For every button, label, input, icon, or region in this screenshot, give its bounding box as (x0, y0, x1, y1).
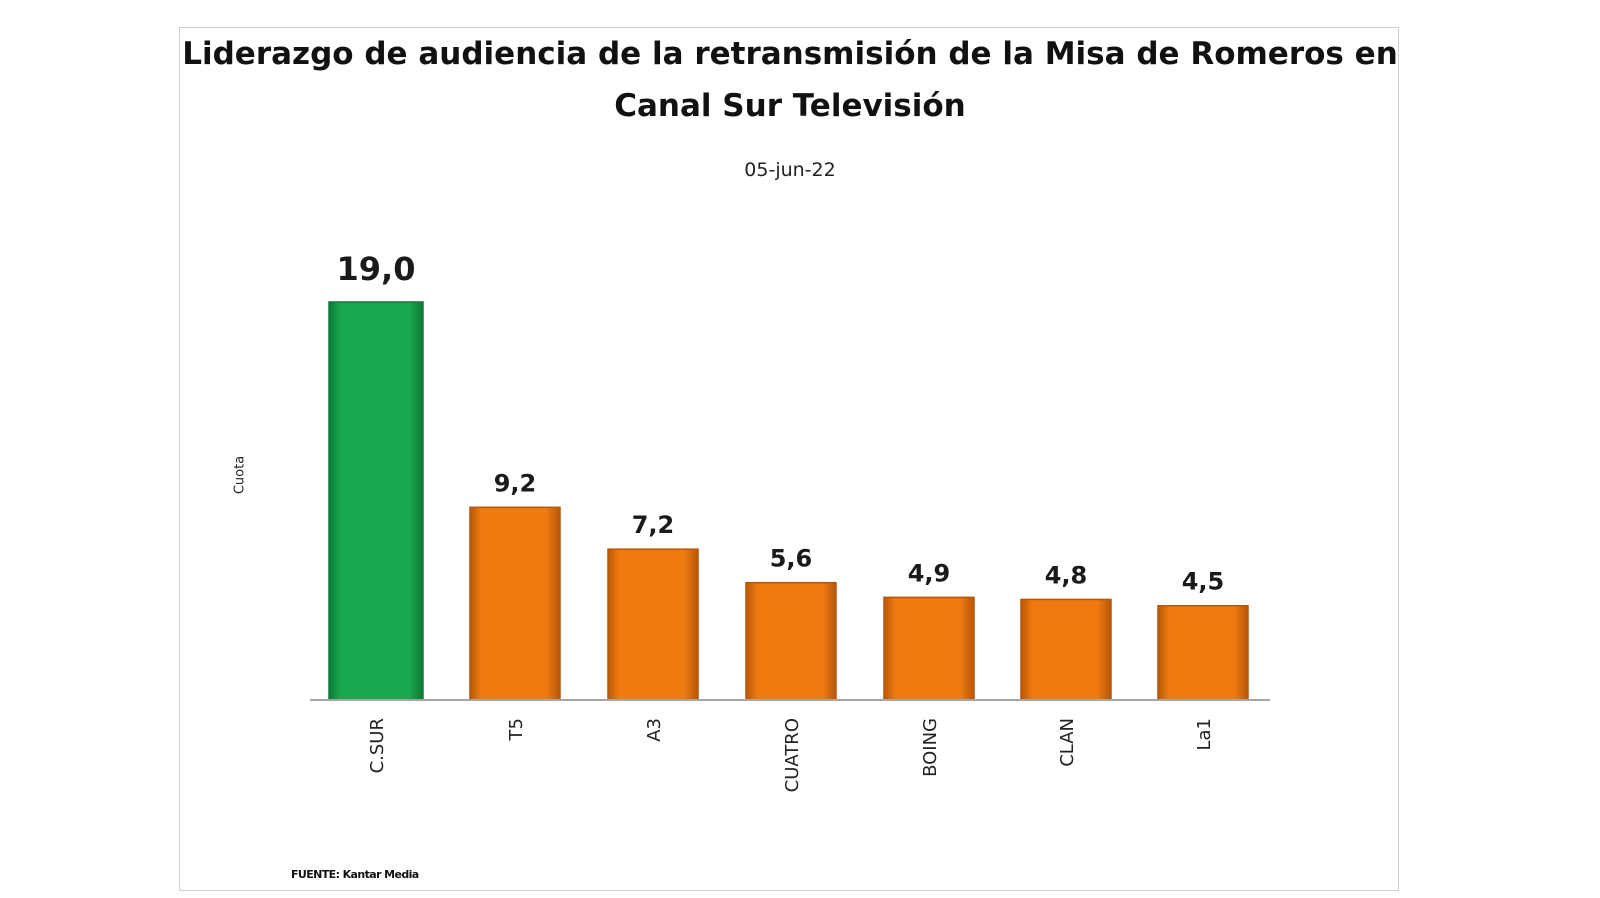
chart-title: Liderazgo de audiencia de la retransmisi… (182, 36, 1398, 124)
x-tick-label-clan: CLAN (1057, 718, 1078, 767)
bars-group (328, 301, 1249, 701)
bar-t5 (469, 506, 561, 701)
value-label-a3: 7,2 (632, 511, 675, 539)
value-label-clan: 4,8 (1045, 561, 1088, 589)
x-tick-label-boing: BOING (920, 718, 941, 777)
value-label-la1: 4,5 (1182, 568, 1225, 596)
x-tick-labels-group: C.SUR T5 A3 CUATRO BOING CLAN La1 (367, 718, 1215, 792)
x-tick-label-c-sur: C.SUR (367, 718, 388, 773)
bar-la1 (1157, 604, 1249, 701)
chart-subtitle: 05-jun-22 (744, 159, 836, 181)
source-note: FUENTE: Kantar Media (291, 868, 419, 881)
x-tick-label-cuatro: CUATRO (782, 718, 803, 792)
bar-clan (1020, 598, 1112, 701)
x-tick-label-la1: La1 (1194, 718, 1215, 751)
value-labels-group: 19,0 9,2 7,2 5,6 4,9 4,8 4,5 (337, 250, 1225, 596)
x-tick-label-a3: A3 (644, 718, 665, 742)
bar-cuatro (745, 581, 837, 701)
x-tick-label-t5: T5 (506, 718, 527, 741)
value-label-boing: 4,9 (908, 559, 951, 587)
bar-a3 (607, 548, 699, 701)
value-label-t5: 9,2 (494, 469, 537, 497)
value-label-c-sur: 19,0 (337, 250, 416, 288)
bar-c-sur (328, 301, 424, 701)
value-label-cuatro: 5,6 (770, 545, 813, 573)
bar-boing (883, 596, 975, 701)
